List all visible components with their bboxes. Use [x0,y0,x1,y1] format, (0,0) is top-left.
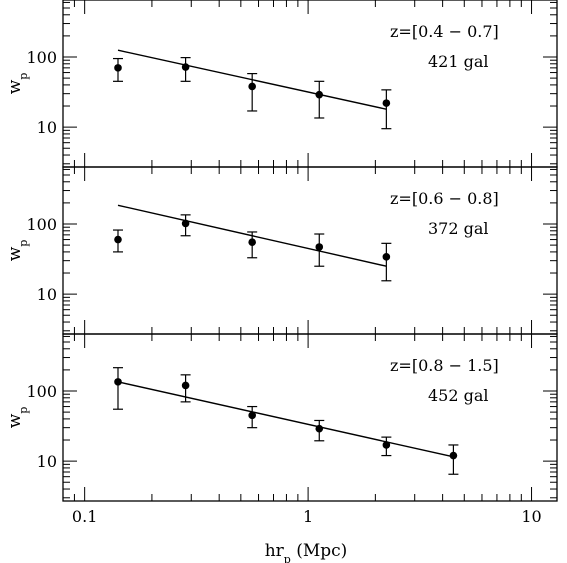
data-point [315,424,324,433]
data-point [181,63,190,71]
data-point [114,64,122,72]
panel-redshift-label: z=[0.6 − 0.8] [390,189,499,208]
data-point [315,243,324,251]
panel-frame [62,333,558,502]
panel-redshift-label: z=[0.8 − 1.5] [390,356,499,375]
y-tick-label: 10 [37,118,57,137]
panel-3: 10 100 wp z=[0.8 − 1.5] 452 gal [5,333,558,502]
panels-group: 10 100 wp z=[0.4 − 0.7] 421 gal 10 100 wp z=[0.6… [5,0,558,502]
y-tick-label: 100 [26,382,57,401]
data-point [382,99,391,107]
x-axis-label: hrp (Mpc) [265,541,348,563]
data-point [181,219,190,228]
y-tick-label: 10 [37,285,57,304]
y-tick-label: 100 [26,48,57,67]
data-point [382,441,391,449]
panel-galaxy-count: 452 gal [428,386,489,405]
y-axis-label: wp [5,240,30,262]
data-point [315,90,324,99]
data-point [248,238,256,247]
panel-galaxy-count: 372 gal [428,219,489,238]
y-axis-label: wp [5,407,30,429]
data-point [114,235,122,244]
y-tick-label: 100 [26,215,57,234]
x-tick-labels: 0.1 1 10 [72,507,542,526]
data-point [248,411,256,420]
panel-1: 10 100 wp z=[0.4 − 0.7] 421 gal [5,0,558,168]
data-point [114,378,122,386]
fit-line [117,381,454,458]
x-tick-label: 1 [303,507,313,526]
data-point [248,82,256,91]
x-tick-label: 0.1 [72,507,97,526]
data-point [181,381,190,390]
data-point [449,451,458,460]
y-axis-label: wp [5,73,30,95]
x-tick-label: 10 [521,507,541,526]
y-tick-label: 10 [37,452,57,471]
data-point [382,253,391,261]
panel-redshift-label: z=[0.4 − 0.7] [390,22,499,41]
panel-galaxy-count: 421 gal [428,52,489,71]
panel-2: 10 100 wp z=[0.6 − 0.8] 372 gal [5,166,558,335]
